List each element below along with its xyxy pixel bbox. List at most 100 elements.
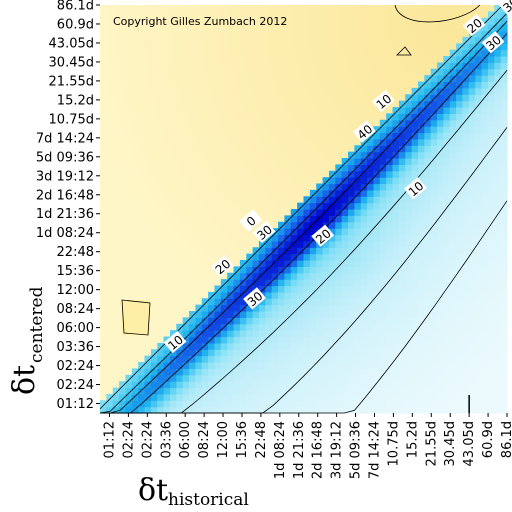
heatmap-cell xyxy=(437,209,445,216)
x-axis-ticks: 01:12 02:24 02:24 03:36 06:00 08:24 12:00 15:36… xyxy=(103,395,512,479)
heatmap-cell xyxy=(367,374,375,382)
heatmap-cell xyxy=(468,317,476,325)
heatmap-cell xyxy=(290,260,298,267)
heatmap-cell xyxy=(398,119,406,127)
y-tick-label: 10.75d xyxy=(49,112,94,127)
heatmap-cell xyxy=(379,362,387,369)
heatmap-cell xyxy=(182,374,190,382)
heatmap-cell xyxy=(303,291,311,299)
heatmap-cell xyxy=(500,381,508,389)
heatmap-cell xyxy=(500,138,508,146)
heatmap-cell xyxy=(303,228,311,236)
heatmap-cell xyxy=(487,107,495,114)
heatmap-cell xyxy=(494,330,502,338)
heatmap-cell xyxy=(468,196,476,204)
heatmap-cell xyxy=(430,279,438,287)
heatmap-cell xyxy=(252,323,260,331)
heatmap-cell xyxy=(481,215,489,223)
heatmap-cell xyxy=(430,196,438,204)
heatmap-cell xyxy=(322,374,330,382)
heatmap-cell xyxy=(303,202,311,210)
heatmap-cell xyxy=(443,164,451,172)
heatmap-cell xyxy=(246,393,254,401)
heatmap-cell xyxy=(411,406,419,414)
heatmap-cell xyxy=(309,291,317,299)
heatmap-cell xyxy=(367,317,375,325)
heatmap-cell xyxy=(487,349,495,357)
x-tick-label: 3d 19:12 xyxy=(330,421,345,479)
heatmap-cell xyxy=(481,17,489,25)
heatmap-cell xyxy=(500,87,508,95)
heatmap-cell xyxy=(328,291,336,299)
heatmap-cell xyxy=(487,215,495,223)
heatmap-cell xyxy=(437,81,445,89)
heatmap-cell xyxy=(367,138,375,146)
heatmap-cell xyxy=(494,94,502,102)
heatmap-cell xyxy=(430,177,438,185)
heatmap-cell xyxy=(494,234,502,242)
heatmap-cell xyxy=(328,202,336,210)
heatmap-cell xyxy=(379,374,387,382)
heatmap-cell xyxy=(131,387,139,395)
heatmap-cell xyxy=(437,247,445,255)
heatmap-cell xyxy=(481,349,489,357)
heatmap-cell xyxy=(278,342,286,350)
heatmap-cell xyxy=(252,400,260,408)
heatmap-cell xyxy=(405,304,413,312)
heatmap-cell xyxy=(367,323,375,331)
heatmap-cell xyxy=(411,260,419,267)
heatmap-cell xyxy=(322,355,330,363)
heatmap-cell xyxy=(322,406,330,414)
heatmap-cell xyxy=(487,355,495,363)
heatmap-cell xyxy=(481,138,489,146)
heatmap-cell xyxy=(468,304,476,312)
heatmap-cell xyxy=(437,362,445,369)
heatmap-cell xyxy=(303,260,311,267)
heatmap-cell xyxy=(284,311,292,318)
heatmap-cell xyxy=(430,170,438,178)
heatmap-cell xyxy=(398,253,406,261)
heatmap-cell xyxy=(220,387,228,395)
heatmap-cell xyxy=(500,11,508,19)
heatmap-cell xyxy=(392,253,400,261)
heatmap-cell xyxy=(157,400,165,408)
heatmap-cell xyxy=(462,49,470,57)
heatmap-cell xyxy=(405,196,413,204)
heatmap-cell xyxy=(360,336,368,344)
heatmap-cell xyxy=(437,62,445,70)
heatmap-cell xyxy=(487,81,495,89)
heatmap-cell xyxy=(220,304,228,312)
heatmap-cell xyxy=(424,393,432,401)
heatmap-cell xyxy=(360,285,368,293)
heatmap-cell xyxy=(309,342,317,350)
heatmap-cell xyxy=(189,342,196,350)
heatmap-cell xyxy=(392,355,400,363)
heatmap-cell xyxy=(456,304,464,312)
heatmap-cell xyxy=(131,400,139,408)
heatmap-cell xyxy=(487,368,495,376)
heatmap-cell xyxy=(475,202,483,210)
heatmap-cell xyxy=(398,158,406,165)
heatmap-cell xyxy=(360,342,368,350)
heatmap-cell xyxy=(475,311,483,318)
heatmap-cell xyxy=(341,387,349,395)
heatmap-cell xyxy=(456,196,464,204)
heatmap-cell xyxy=(411,196,419,204)
heatmap-cell xyxy=(437,234,445,242)
heatmap-cell xyxy=(290,279,298,287)
heatmap-cell xyxy=(309,215,317,223)
heatmap-cell xyxy=(462,209,470,216)
heatmap-cell xyxy=(494,406,502,414)
heatmap-cell xyxy=(354,266,362,274)
heatmap-cell xyxy=(398,138,406,146)
heatmap-cell xyxy=(449,368,457,376)
heatmap-cell xyxy=(278,311,286,318)
heatmap-cell xyxy=(316,260,324,267)
heatmap-cell xyxy=(468,342,476,350)
heatmap-cell xyxy=(386,400,394,408)
heatmap-cell xyxy=(405,247,413,255)
heatmap-cell xyxy=(417,145,425,153)
heatmap-cell xyxy=(405,119,413,127)
heatmap-cell xyxy=(373,183,381,191)
heatmap-cell xyxy=(443,151,451,159)
